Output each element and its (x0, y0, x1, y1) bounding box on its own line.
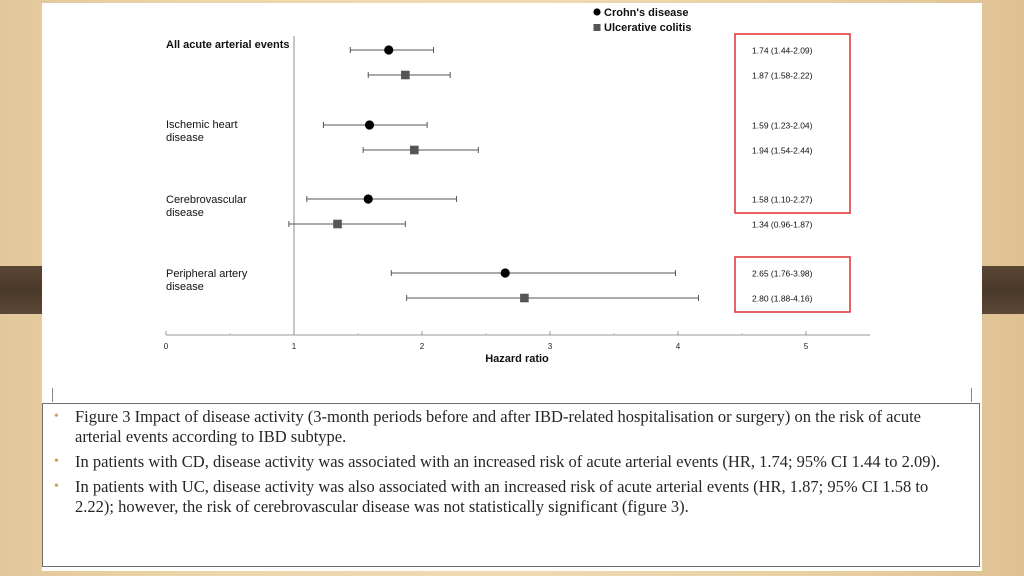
hr-value-text: 1.34 (0.96-1.87) (752, 220, 813, 230)
hr-value-text: 1.74 (1.44-2.09) (752, 46, 813, 56)
group-label: Cerebrovascular disease (166, 194, 247, 219)
figure-area (42, 3, 982, 388)
legend-marker-uc (593, 24, 601, 31)
point-crohns (364, 120, 375, 130)
x-tick-label: 0 (164, 342, 169, 351)
bullet-icon: • (54, 479, 59, 494)
caption-item: • Figure 3 Impact of disease activity (3-… (51, 407, 969, 447)
x-axis-label: Hazard ratio (485, 353, 549, 365)
hr-value-text: 1.59 (1.23-2.04) (752, 121, 813, 131)
bullet-icon: • (54, 454, 59, 469)
legend: Crohn's disease Ulcerative colitis (593, 7, 691, 34)
caption-text: Figure 3 Impact of disease activity (3-m… (75, 407, 921, 446)
x-tick-label: 2 (420, 342, 425, 351)
hr-text-column: 1.74 (1.44-2.09) 1.87 (1.58-2.22) 1.59 (1.… (752, 46, 813, 304)
group-label-line: Cerebrovascular (166, 194, 247, 206)
hr-value-text: 1.94 (1.54-2.44) (752, 146, 813, 156)
caption-list: • Figure 3 Impact of disease activity (3-… (43, 404, 979, 517)
group-label-line: All acute arterial events (166, 39, 290, 51)
x-axis-ticks: 0 1 2 3 4 5 (164, 331, 809, 351)
x-tick-label: 5 (804, 342, 809, 351)
hr-value-text: 2.80 (1.88-4.16) (752, 294, 813, 304)
forest-plot: 0 1 2 3 4 5 All acute arterial events Ischemic… (164, 7, 870, 365)
group-label-line: Peripheral artery (166, 268, 248, 280)
point-uc (520, 293, 529, 303)
group-label-line: Ischemic heart (166, 119, 238, 131)
group-label-line: disease (166, 132, 204, 144)
point-uc (401, 70, 410, 80)
legend-label-uc: Ulcerative colitis (604, 22, 691, 34)
hr-value-text: 1.58 (1.10-2.27) (752, 195, 813, 205)
hr-value-text: 1.87 (1.58-2.22) (752, 71, 813, 81)
group-label: All acute arterial events (166, 39, 290, 51)
x-tick-label: 3 (548, 342, 553, 351)
hr-value-text: 2.65 (1.76-3.98) (752, 269, 813, 279)
legend-label-crohns: Crohn's disease (604, 7, 689, 19)
highlight-boxes (734, 33, 851, 313)
left-rule (52, 388, 53, 402)
group-label-line: disease (166, 281, 204, 293)
group-label: Ischemic heart disease (166, 119, 238, 144)
x-tick-label: 4 (676, 342, 681, 351)
highlight-box (734, 33, 851, 214)
point-crohns (363, 194, 373, 204)
group-label-line: disease (166, 207, 204, 219)
legend-marker-crohns (593, 8, 601, 16)
highlight-box (734, 256, 851, 313)
bullet-icon: • (54, 409, 59, 424)
point-crohns (500, 268, 510, 278)
caption-item: • In patients with CD, disease activity w… (51, 452, 969, 472)
caption-text: In patients with CD, disease activity wa… (75, 452, 941, 471)
caption-text: In patients with UC, disease activity wa… (75, 477, 929, 516)
point-crohns (384, 45, 394, 55)
caption-box: • Figure 3 Impact of disease activity (3-… (42, 403, 980, 567)
point-uc (333, 219, 342, 229)
group-label: Peripheral artery disease (166, 268, 248, 293)
point-uc (410, 145, 419, 155)
caption-item: • In patients with UC, disease activity w… (51, 477, 969, 517)
plot-rows (288, 45, 699, 303)
x-tick-label: 1 (292, 342, 297, 351)
right-rule (971, 388, 972, 402)
